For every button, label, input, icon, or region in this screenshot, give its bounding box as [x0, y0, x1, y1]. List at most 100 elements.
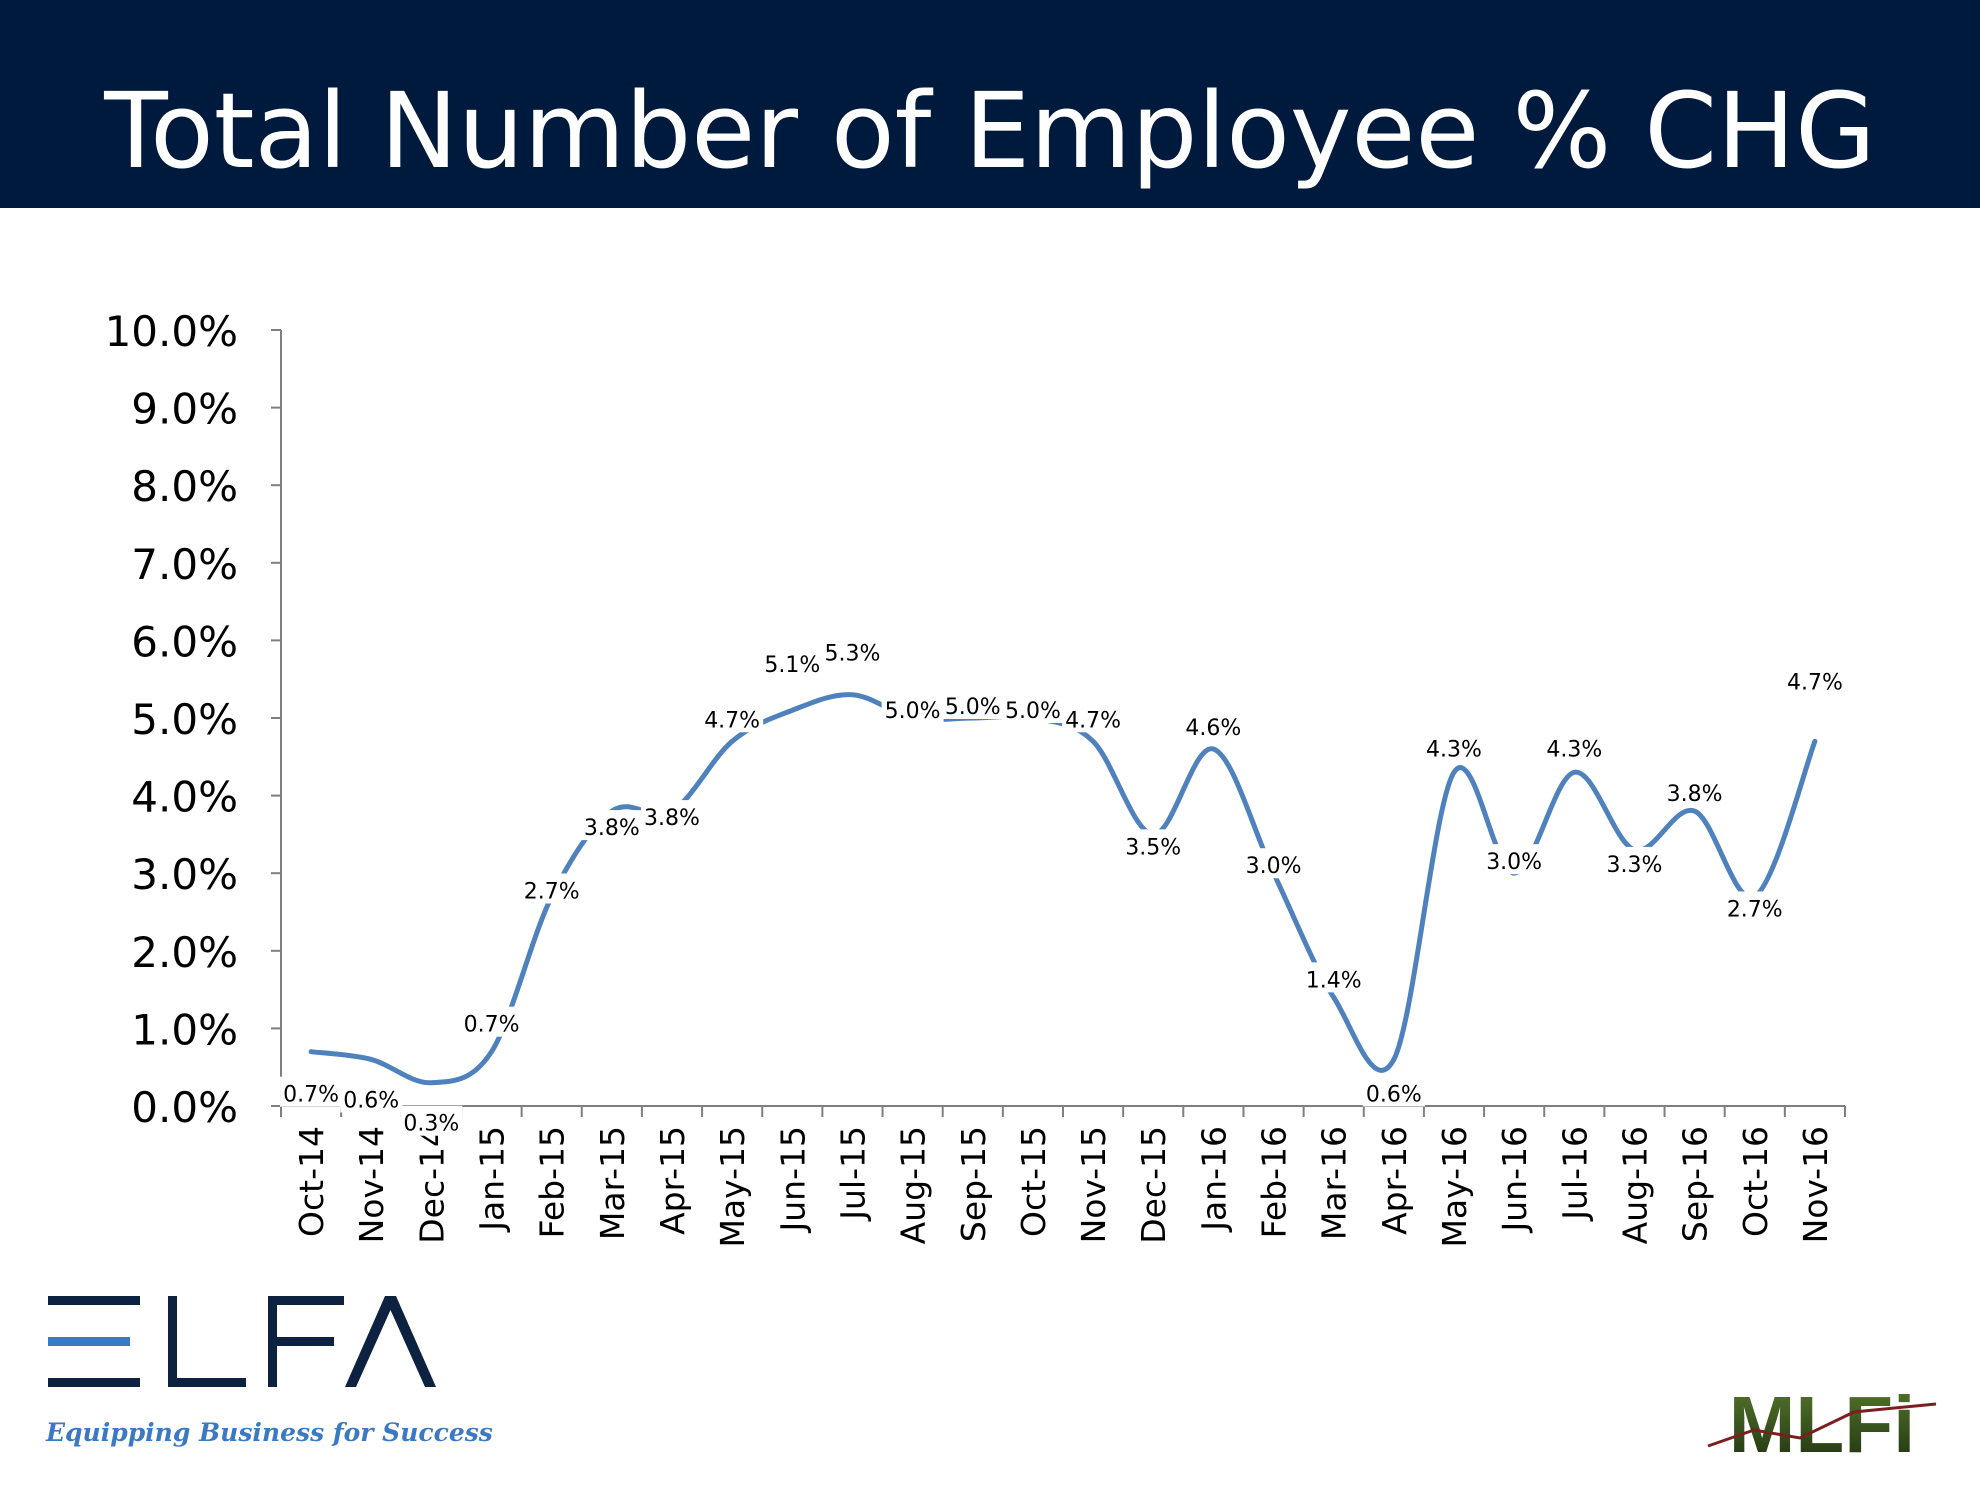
x-tick-label: Apr-15: [653, 1126, 692, 1235]
x-tick-label: Jul-15: [833, 1126, 872, 1222]
elfa-logo-bar: [48, 1337, 130, 1346]
y-tick-label: 8.0%: [131, 462, 238, 511]
elfa-logo-bar: [168, 1296, 177, 1387]
elfa-logo-bar: [268, 1296, 344, 1305]
data-label: 5.3%: [825, 642, 881, 667]
y-tick-label: 10.0%: [105, 307, 238, 356]
data-label-bg: [821, 635, 884, 666]
x-tick-label: Dec-14: [412, 1126, 451, 1244]
data-label: 4.3%: [1546, 737, 1602, 762]
data-labels: 0.7% 0.6%0.3%0.7%2.7%3.8% 3.8%4.7%5.1% 5.3%…: [280, 635, 1846, 1137]
data-label: 3.0%: [1246, 854, 1302, 879]
data-label: 0.7%: [283, 1083, 339, 1108]
x-tick-label: Feb-16: [1255, 1126, 1294, 1238]
data-label: 3.8%: [1667, 782, 1723, 807]
mlfi-logo-text: MLFi: [1729, 1386, 1916, 1462]
x-tick-label: Jun-16: [1495, 1126, 1534, 1233]
x-tick-label: Feb-15: [533, 1126, 572, 1238]
data-label-bg: [701, 702, 764, 733]
data-label: 3.5%: [1125, 835, 1181, 860]
x-tick-label: Nov-14: [352, 1126, 391, 1243]
elfa-logo-bar: [168, 1378, 246, 1387]
y-tick-label: 5.0%: [131, 695, 238, 744]
elfa-logo: [48, 1296, 436, 1387]
x-tick-label: Jan-16: [1194, 1126, 1233, 1233]
x-tick-label: Jul-16: [1555, 1126, 1594, 1222]
data-label-bg: [1603, 846, 1666, 877]
data-label: 2.7%: [1727, 897, 1783, 922]
y-tick-label: 3.0%: [131, 850, 238, 899]
x-tick-label: Aug-16: [1615, 1126, 1654, 1244]
data-label: 0.3%: [403, 1112, 459, 1137]
data-label-bg: [1543, 731, 1606, 762]
y-tick-label: 0.0%: [131, 1083, 238, 1132]
x-tick-label: Oct-16: [1736, 1126, 1775, 1237]
elfa-logo-bar: [268, 1337, 334, 1346]
y-tick-label: 2.0%: [131, 928, 238, 977]
data-label-bg: [580, 810, 643, 841]
y-tick-label: 6.0%: [131, 617, 238, 666]
data-label-bg: [1663, 776, 1726, 807]
x-tick-label: May-15: [713, 1126, 752, 1248]
x-tick-label: Aug-15: [894, 1126, 933, 1244]
page-title: Total Number of Employee % CHG YOY: [104, 70, 1876, 454]
x-tick-label: Sep-16: [1676, 1126, 1715, 1242]
mlfi-logo: MLFi: [1707, 1386, 1937, 1462]
data-label: 1.4%: [1306, 968, 1362, 993]
data-label: 5.0%: [1005, 699, 1061, 724]
elfa-logo-letter: [345, 1296, 436, 1387]
data-label: 4.7%: [704, 708, 760, 733]
x-tick-label: Sep-15: [954, 1126, 993, 1242]
x-tick-label: Jun-15: [773, 1126, 812, 1233]
data-label-bg: [280, 1076, 343, 1107]
line-chart: 0.0% 1.0% 2.0% 3.0% 4.0% 5.0% 6.0% 7.0% 8.0% 9.0%…: [105, 307, 1846, 1248]
mlfi-logo-swoosh: [1707, 1402, 1937, 1448]
x-tick-label: Apr-16: [1375, 1126, 1414, 1235]
data-label: 5.0%: [885, 699, 941, 724]
x-tick-label: Oct-14: [292, 1126, 331, 1237]
data-label-bg: [1723, 891, 1786, 922]
data-label-bg: [1302, 962, 1365, 993]
data-label-bg: [1483, 844, 1546, 875]
data-label: 5.1%: [764, 653, 820, 678]
elfa-logo-bar: [48, 1296, 140, 1305]
data-label: 0.6%: [343, 1088, 399, 1113]
x-tick-label: Nov-15: [1074, 1126, 1113, 1243]
data-label-bg: [1242, 848, 1305, 879]
data-label: 4.3%: [1426, 737, 1482, 762]
data-label: 3.8%: [584, 816, 640, 841]
x-tick-label: Nov-16: [1796, 1126, 1835, 1243]
data-label: 4.7%: [1065, 708, 1121, 733]
x-tick-label: Oct-15: [1014, 1126, 1053, 1237]
x-tick-label: Mar-16: [1315, 1126, 1354, 1240]
data-label-bg: [1182, 710, 1245, 741]
data-label-bg: [460, 1006, 523, 1037]
elfa-logo-bar: [48, 1378, 140, 1387]
data-label: 3.3%: [1607, 853, 1663, 878]
data-label: 0.6%: [1366, 1082, 1422, 1107]
data-label: 4.6%: [1185, 716, 1241, 741]
data-label-bg: [400, 1105, 463, 1136]
y-tick-label: 7.0%: [131, 540, 238, 589]
data-label: 4.7%: [1787, 670, 1843, 695]
data-label-bg: [641, 800, 703, 831]
x-tick-label: Jan-15: [473, 1126, 512, 1233]
data-label-bg: [1122, 829, 1185, 860]
data-label-bg: [941, 689, 1004, 719]
y-axis: 0.0% 1.0% 2.0% 3.0% 4.0% 5.0% 6.0% 7.0% 8.0% 9.0%…: [105, 307, 282, 1132]
data-label: 3.0%: [1486, 850, 1542, 875]
x-tick-label: Dec-15: [1134, 1126, 1173, 1244]
elfa-tagline: Equipping Business for Success: [46, 1418, 493, 1447]
data-label-bg: [340, 1082, 403, 1113]
x-tick-label: May-16: [1435, 1126, 1474, 1248]
y-tick-label: 9.0%: [131, 385, 238, 434]
data-label-bg: [1423, 731, 1485, 762]
data-label: 5.0%: [945, 695, 1001, 720]
y-tick-label: 4.0%: [131, 773, 238, 822]
x-axis: Oct-14 Nov-14 Dec-14 Jan-15 Feb-15 Mar-15 Apr-…: [280, 1105, 1846, 1248]
data-label: 0.7%: [464, 1013, 520, 1038]
title-bar: [0, 0, 1980, 208]
data-label-bg: [1062, 702, 1125, 733]
data-label: 3.8%: [644, 806, 700, 831]
y-tick-label: 1.0%: [131, 1005, 238, 1054]
